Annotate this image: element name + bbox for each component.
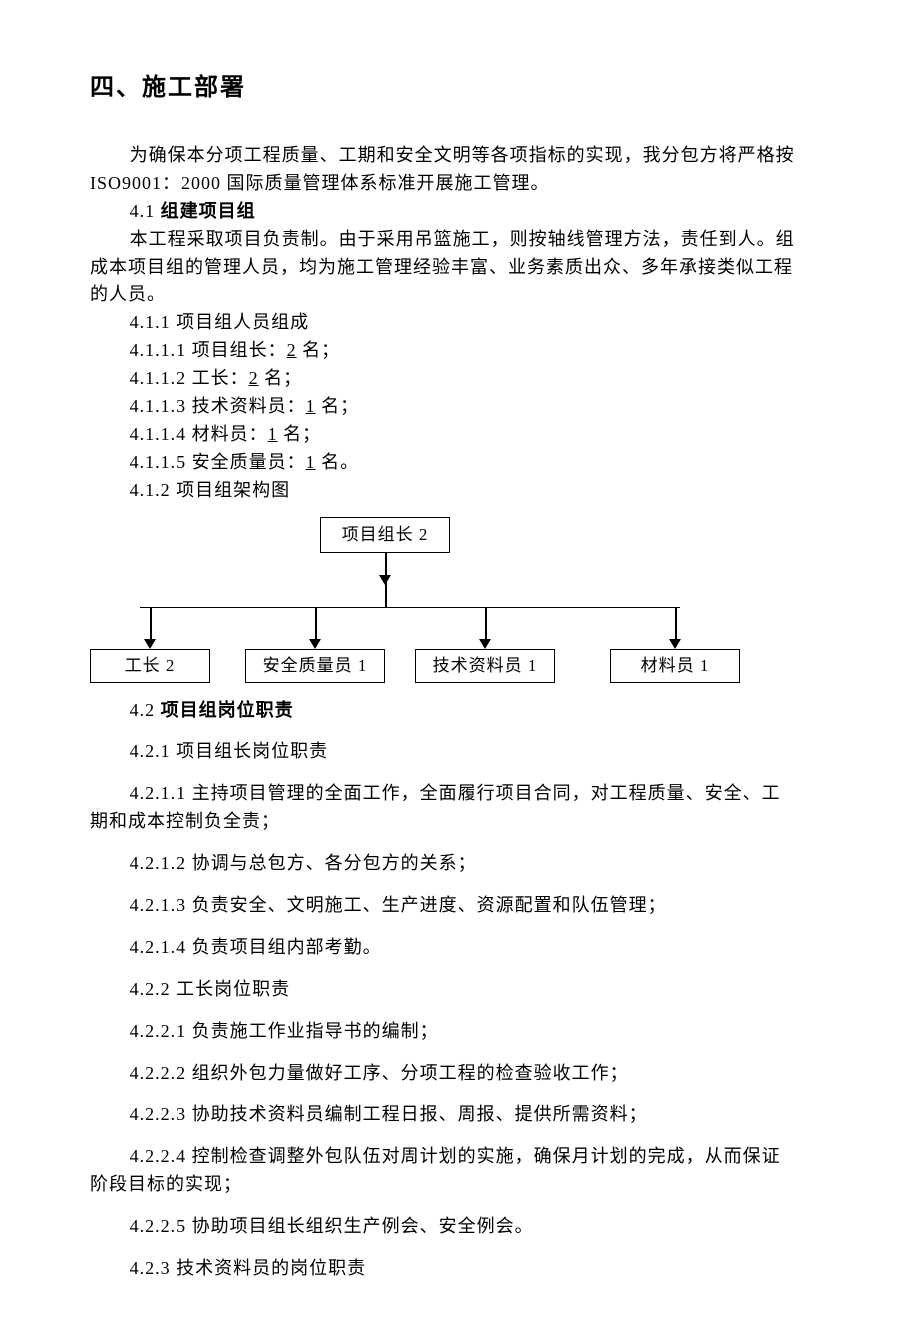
p-4-1-line-2: 成本项目组的管理人员，均为施工管理经验丰富、业务素质出众、多年承接类似工程 bbox=[90, 254, 830, 282]
item-4-1-1-2-count: 2 bbox=[249, 368, 259, 388]
item-4-2-1-4: 4.2.1.4 负责项目组内部考勤。 bbox=[90, 934, 830, 962]
org-child-box-1: 安全质量员 1 bbox=[245, 649, 385, 683]
item-4-1-1-4: 4.1.1.4 材料员：1 名； bbox=[90, 421, 830, 449]
intro-line-1: 为确保本分项工程质量、工期和安全文明等各项指标的实现，我分包方将严格按 bbox=[90, 142, 830, 170]
item-4-1-1-3-count: 1 bbox=[306, 396, 316, 416]
org-chart: 项目组长 2 工长 2 安全质量员 1 技术资料员 1 材料员 1 bbox=[90, 517, 780, 687]
item-4-1-1-3-a: 4.1.1.3 技术资料员： bbox=[130, 396, 306, 416]
org-vline-2 bbox=[485, 607, 487, 639]
item-4-2-2-2: 4.2.2.2 组织外包力量做好工序、分项工程的检查验收工作； bbox=[90, 1060, 830, 1088]
item-4-1-1-4-c: 名； bbox=[278, 424, 322, 444]
item-4-1-1-1: 4.1.1.1 项目组长：2 名； bbox=[90, 337, 830, 365]
item-4-1-1-5-a: 4.1.1.5 安全质量员： bbox=[130, 452, 306, 472]
item-4-2-2-5: 4.2.2.5 协助项目组长组织生产例会、安全例会。 bbox=[90, 1213, 830, 1241]
intro-line-2: ISO9001：2000 国际质量管理体系标准开展施工管理。 bbox=[90, 170, 830, 198]
item-4-1-1-2: 4.1.1.2 工长：2 名； bbox=[90, 365, 830, 393]
org-vline-0 bbox=[150, 607, 152, 639]
item-4-1-1-1-c: 名； bbox=[297, 340, 341, 360]
heading-4-2-text: 项目组岗位职责 bbox=[161, 700, 294, 720]
item-4-1-1-4-count: 1 bbox=[268, 424, 278, 444]
item-4-2-2: 4.2.2 工长岗位职责 bbox=[90, 976, 830, 1004]
heading-4-1-text: 组建项目组 bbox=[161, 201, 256, 221]
item-4-2-1-1-a: 4.2.1.1 主持项目管理的全面工作，全面履行项目合同，对工程质量、安全、工 bbox=[90, 780, 830, 808]
org-vline-root2 bbox=[385, 597, 387, 607]
org-vline-1 bbox=[315, 607, 317, 639]
heading-4-1-num: 4.1 bbox=[130, 201, 161, 221]
item-4-2-1-1-b: 期和成本控制负全责； bbox=[90, 808, 830, 836]
item-4-2-2-4-a: 4.2.2.4 控制检查调整外包队伍对周计划的实施，确保月计划的完成，从而保证 bbox=[90, 1143, 830, 1171]
item-4-2-1-3: 4.2.1.3 负责安全、文明施工、生产进度、资源配置和队伍管理； bbox=[90, 892, 830, 920]
item-4-1-2: 4.1.2 项目组架构图 bbox=[90, 477, 830, 505]
item-4-1-1-5-count: 1 bbox=[306, 452, 316, 472]
item-4-1-1-2-c: 名； bbox=[259, 368, 303, 388]
item-4-1-1: 4.1.1 项目组人员组成 bbox=[90, 309, 830, 337]
org-vline-3 bbox=[675, 607, 677, 639]
heading-4-1: 4.1 组建项目组 bbox=[90, 198, 830, 226]
heading-4-2: 4.2 项目组岗位职责 bbox=[90, 697, 830, 725]
item-4-2-2-1: 4.2.2.1 负责施工作业指导书的编制； bbox=[90, 1018, 830, 1046]
item-4-1-1-5: 4.1.1.5 安全质量员：1 名。 bbox=[90, 449, 830, 477]
p-4-1-line-3: 的人员。 bbox=[90, 281, 830, 309]
item-4-2-3: 4.2.3 技术资料员的岗位职责 bbox=[90, 1255, 830, 1283]
org-child-box-3: 材料员 1 bbox=[610, 649, 740, 683]
org-arrow-1 bbox=[309, 639, 321, 649]
heading-4-2-num: 4.2 bbox=[130, 700, 161, 720]
p-4-1-line-1: 本工程采取项目负责制。由于采用吊篮施工，则按轴线管理方法，责任到人。组 bbox=[90, 226, 830, 254]
item-4-2-2-3: 4.2.2.3 协助技术资料员编制工程日报、周报、提供所需资料； bbox=[90, 1101, 830, 1129]
org-arrow-3 bbox=[669, 639, 681, 649]
org-child-box-2: 技术资料员 1 bbox=[415, 649, 555, 683]
item-4-1-1-3: 4.1.1.3 技术资料员：1 名； bbox=[90, 393, 830, 421]
item-4-1-1-1-a: 4.1.1.1 项目组长： bbox=[130, 340, 287, 360]
item-4-1-1-3-c: 名； bbox=[316, 396, 360, 416]
section-title: 四、施工部署 bbox=[90, 70, 830, 106]
item-4-2-1: 4.2.1 项目组长岗位职责 bbox=[90, 738, 830, 766]
item-4-2-1-2: 4.2.1.2 协调与总包方、各分包方的关系； bbox=[90, 850, 830, 878]
item-4-2-2-4-b: 阶段目标的实现； bbox=[90, 1171, 830, 1199]
item-4-1-1-2-a: 4.1.1.2 工长： bbox=[130, 368, 249, 388]
org-child-box-0: 工长 2 bbox=[90, 649, 210, 683]
org-root-box: 项目组长 2 bbox=[320, 517, 450, 553]
item-4-1-1-1-count: 2 bbox=[287, 340, 297, 360]
org-arrow-0 bbox=[144, 639, 156, 649]
org-arrow-root bbox=[379, 575, 391, 585]
item-4-1-1-4-a: 4.1.1.4 材料员： bbox=[130, 424, 268, 444]
org-arrow-2 bbox=[479, 639, 491, 649]
org-hline bbox=[140, 607, 680, 609]
item-4-1-1-5-c: 名。 bbox=[316, 452, 360, 472]
